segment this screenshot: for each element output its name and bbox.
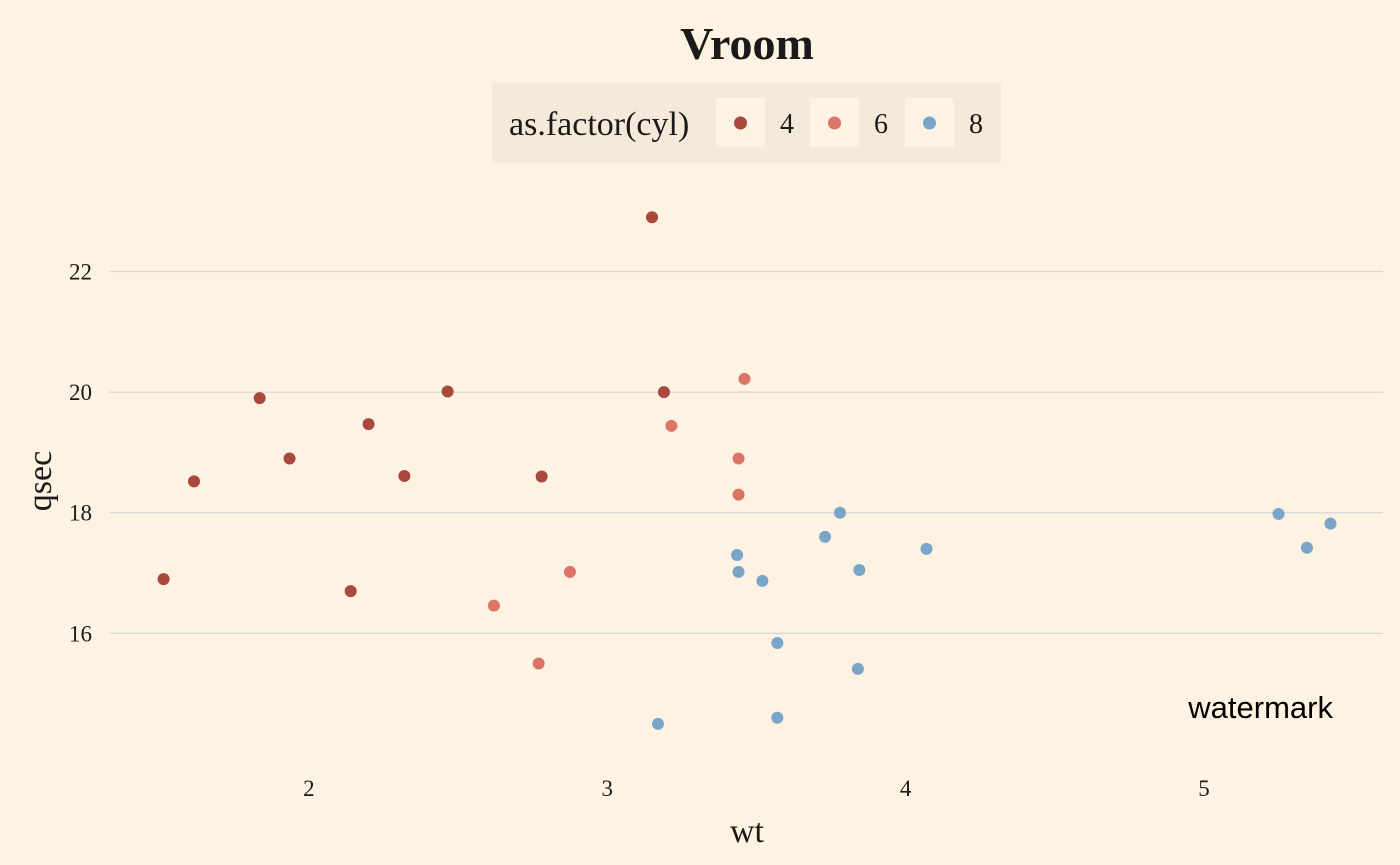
point-cyl6-1 [533, 658, 545, 670]
point-cyl4-5 [363, 418, 375, 430]
point-cyl6-4 [733, 489, 745, 501]
point-cyl8-3 [756, 575, 768, 587]
point-cyl4-0 [158, 573, 170, 585]
point-cyl8-5 [771, 712, 783, 724]
chart-title: Vroom [680, 18, 814, 69]
x-tick-label-2: 2 [303, 776, 315, 801]
point-cyl4-1 [188, 475, 200, 487]
legend-title: as.factor(cyl) [509, 106, 689, 143]
y-axis-title: qsec [22, 451, 59, 511]
y-tick-label-18: 18 [69, 501, 92, 526]
point-cyl8-8 [852, 663, 864, 675]
legend: as.factor(cyl) 4 6 8 [492, 83, 1001, 163]
legend-symbol-6 [828, 117, 841, 130]
point-cyl8-9 [853, 564, 865, 576]
point-cyl4-9 [646, 211, 658, 223]
x-tick-label-5: 5 [1198, 776, 1210, 801]
point-cyl6-0 [488, 600, 500, 612]
point-cyl4-7 [442, 386, 454, 398]
legend-symbol-8 [923, 117, 936, 130]
point-cyl8-12 [1301, 542, 1313, 554]
point-cyl8-10 [921, 543, 933, 555]
point-cyl6-3 [665, 420, 677, 432]
x-tick-label-3: 3 [602, 776, 614, 801]
x-tick-label-4: 4 [900, 776, 912, 801]
point-cyl6-2 [564, 566, 576, 578]
point-cyl8-7 [834, 507, 846, 519]
point-cyl8-11 [1273, 508, 1285, 520]
point-cyl6-6 [739, 373, 751, 385]
point-cyl4-4 [345, 585, 357, 597]
point-cyl4-3 [284, 452, 296, 464]
point-cyl4-8 [536, 471, 548, 483]
point-cyl4-10 [658, 386, 670, 398]
y-tick-label-16: 16 [69, 621, 92, 646]
y-tick-label-20: 20 [69, 380, 92, 405]
point-cyl4-6 [398, 470, 410, 482]
point-cyl8-13 [1324, 518, 1336, 530]
y-tick-label-22: 22 [69, 259, 92, 284]
x-axis-title: wt [730, 813, 765, 850]
legend-items: 4 6 8 [716, 98, 983, 147]
point-cyl8-0 [652, 718, 664, 730]
point-cyl6-5 [733, 452, 745, 464]
legend-label-8: 8 [969, 109, 983, 140]
point-cyl4-2 [254, 392, 266, 404]
point-cyl8-1 [731, 549, 743, 561]
legend-label-4: 4 [780, 109, 794, 140]
point-cyl8-6 [819, 531, 831, 543]
watermark-text: watermark [1187, 690, 1333, 725]
point-cyl8-4 [771, 637, 783, 649]
point-cyl8-2 [733, 566, 745, 578]
legend-symbol-4 [734, 117, 747, 130]
legend-label-6: 6 [874, 109, 888, 140]
